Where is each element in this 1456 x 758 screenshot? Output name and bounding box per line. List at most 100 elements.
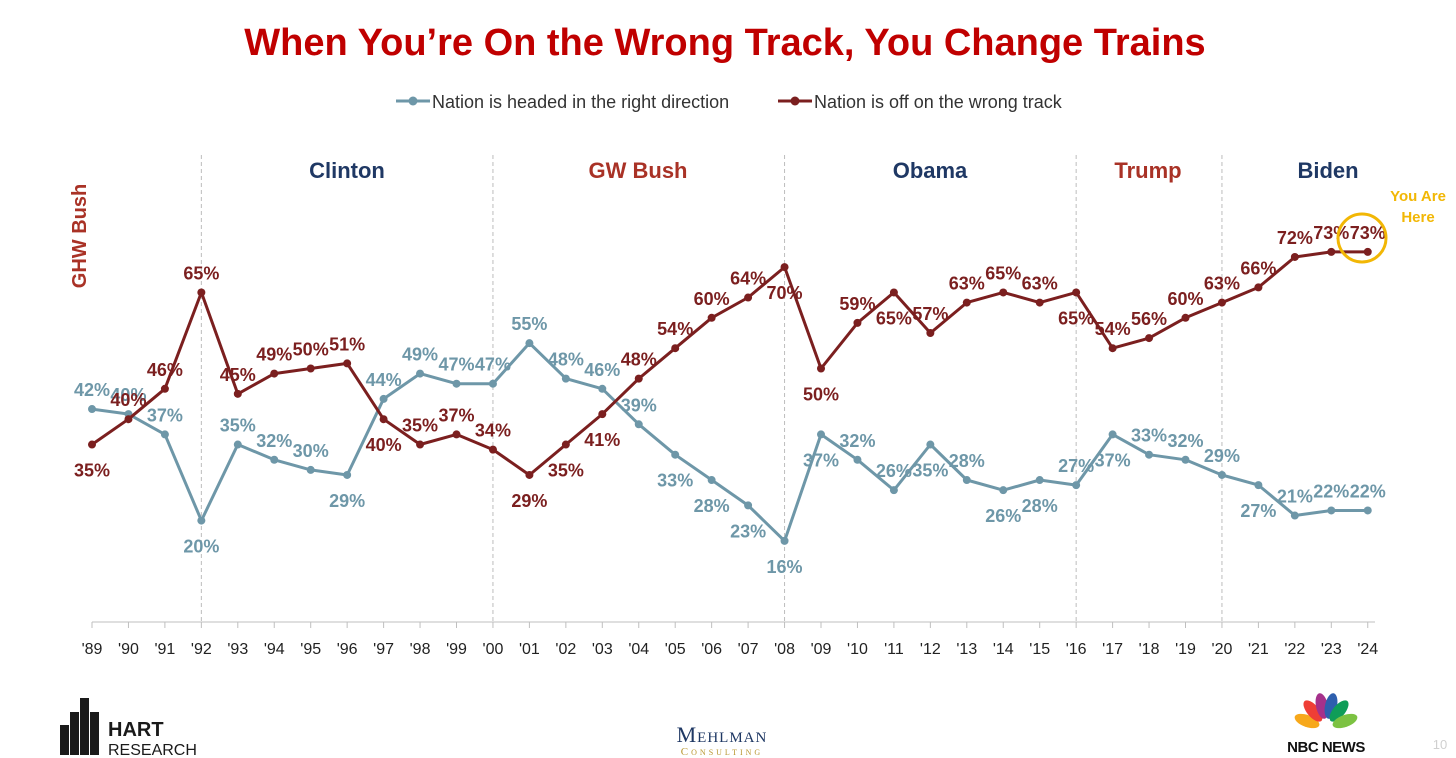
right-direction-data-label: 35% [912,461,948,481]
right-direction-data-label: 32% [839,431,875,451]
wrong-track-point [634,374,643,383]
wrong-track-point [233,389,242,398]
wrong-track-data-label: 51% [329,334,365,354]
wrong-track-point [1035,298,1044,307]
era-label-trump: Trump [1114,158,1181,183]
wrong-track-data-label: 60% [694,289,730,309]
wrong-track-point [525,470,534,479]
x-tick-label: '22 [1284,641,1305,658]
x-tick-label: '13 [956,641,977,658]
right-direction-data-label: 16% [767,557,803,577]
x-tick-label: '94 [264,641,285,658]
right-direction-data-label: 26% [876,461,912,481]
wrong-track-line [91,250,1368,477]
hart-logo-bar [80,698,89,755]
mehlman-logo-text-1: Mehlman [677,722,768,747]
wrong-track-point [1145,334,1154,343]
x-tick-label: '91 [154,641,175,658]
right-direction-data-label: 23% [730,521,766,541]
x-tick-label: '14 [993,641,1014,658]
legend: Nation is headed in the right direction … [396,92,1063,112]
right-direction-point [452,379,461,388]
right-direction-data-label: 47% [475,355,511,375]
wrong-track-data-label: 63% [949,274,985,294]
right-direction-point [634,420,643,429]
era-label-biden: Biden [1297,158,1358,183]
x-tick-label: '08 [774,641,795,658]
right-direction-data-label: 28% [1022,496,1058,516]
right-direction-data-label: 26% [985,506,1021,526]
wrong-track-point [561,440,570,449]
wrong-track-point [1290,252,1299,261]
wrong-track-point [1254,283,1263,292]
right-direction-point [88,405,96,414]
right-direction-point [744,501,753,510]
wrong-track-data-label: 65% [1058,308,1094,328]
hart-logo-text-1: HART [108,719,164,741]
wrong-track-point [416,440,425,449]
right-direction-data-label: 22% [1313,481,1349,501]
x-tick-label: '98 [410,641,431,658]
x-tick-label: '09 [811,641,832,658]
right-direction-point [707,476,716,485]
x-tick-label: '24 [1357,641,1378,658]
wrong-track-point [306,364,315,373]
annotation-line2: Here [1401,209,1434,226]
chart-title: When You’re On the Wrong Track, You Chan… [244,22,1205,64]
legend-wrong-marker [790,96,800,106]
right-direction-point [853,455,862,464]
wrong-track-data-label: 40% [366,435,402,455]
right-direction-data-label: 22% [1350,481,1386,501]
right-direction-point [197,516,206,525]
hart-logo-bar [60,725,69,755]
x-tick-label: '11 [884,641,904,658]
wrong-track-point [999,288,1008,297]
era-label-obama: Obama [893,158,968,183]
right-direction-data-label: 40% [110,385,146,405]
wrong-track-point [452,430,461,439]
wrong-track-point [962,298,971,307]
annotation-line1: You Are [1390,188,1446,205]
right-direction-point [1217,470,1226,479]
right-direction-data-label: 47% [438,355,474,375]
right-direction-data-label: 32% [1167,431,1203,451]
right-direction-data-label: 46% [584,360,620,380]
right-direction-data-label: 28% [949,451,985,471]
x-tick-label: '89 [82,641,103,658]
wrong-track-point [926,329,935,338]
wrong-track-data-label: 65% [876,308,912,328]
right-direction-data-label: 37% [147,405,183,425]
right-direction-point [488,379,497,388]
right-direction-line [91,341,1368,543]
wrong-track-data-label: 34% [475,421,511,441]
right-direction-data-label: 44% [366,370,402,390]
x-tick-label: '18 [1139,641,1160,658]
series-right-direction [88,339,1372,545]
right-direction-point [160,430,169,439]
wrong-track-data-label: 50% [803,385,839,405]
you-are-here-circle [1336,212,1388,264]
right-direction-data-label: 37% [1095,450,1131,470]
x-tick-label: '16 [1066,641,1087,658]
x-tick-label: '97 [373,641,394,658]
wrong-track-point [817,364,825,373]
wrong-track-point [780,263,789,272]
x-tick-label: '06 [701,641,722,658]
wrong-track-point [1108,344,1117,353]
right-direction-point [233,440,242,449]
wrong-track-data-label: 64% [730,269,766,289]
data-labels-wrong: 35%40%46%65%45%49% 50% 51%40%35%37%34%29%3… [74,223,1386,511]
page-number: 10 [1433,737,1447,752]
right-direction-data-label: 27% [1240,501,1276,521]
wrong-track-data-label: 57% [912,304,948,324]
x-tick-label: '95 [300,641,321,658]
legend-right-marker [408,96,418,106]
x-tick-label: '92 [191,641,212,658]
x-tick-label: '20 [1212,641,1233,658]
wrong-track-data-label: 45% [220,365,256,385]
right-direction-point [270,455,279,464]
nbc-news-logo: NBC NEWS [1287,693,1366,756]
wrong-track-data-label: 60% [1167,289,1203,309]
wrong-track-point [379,415,388,424]
